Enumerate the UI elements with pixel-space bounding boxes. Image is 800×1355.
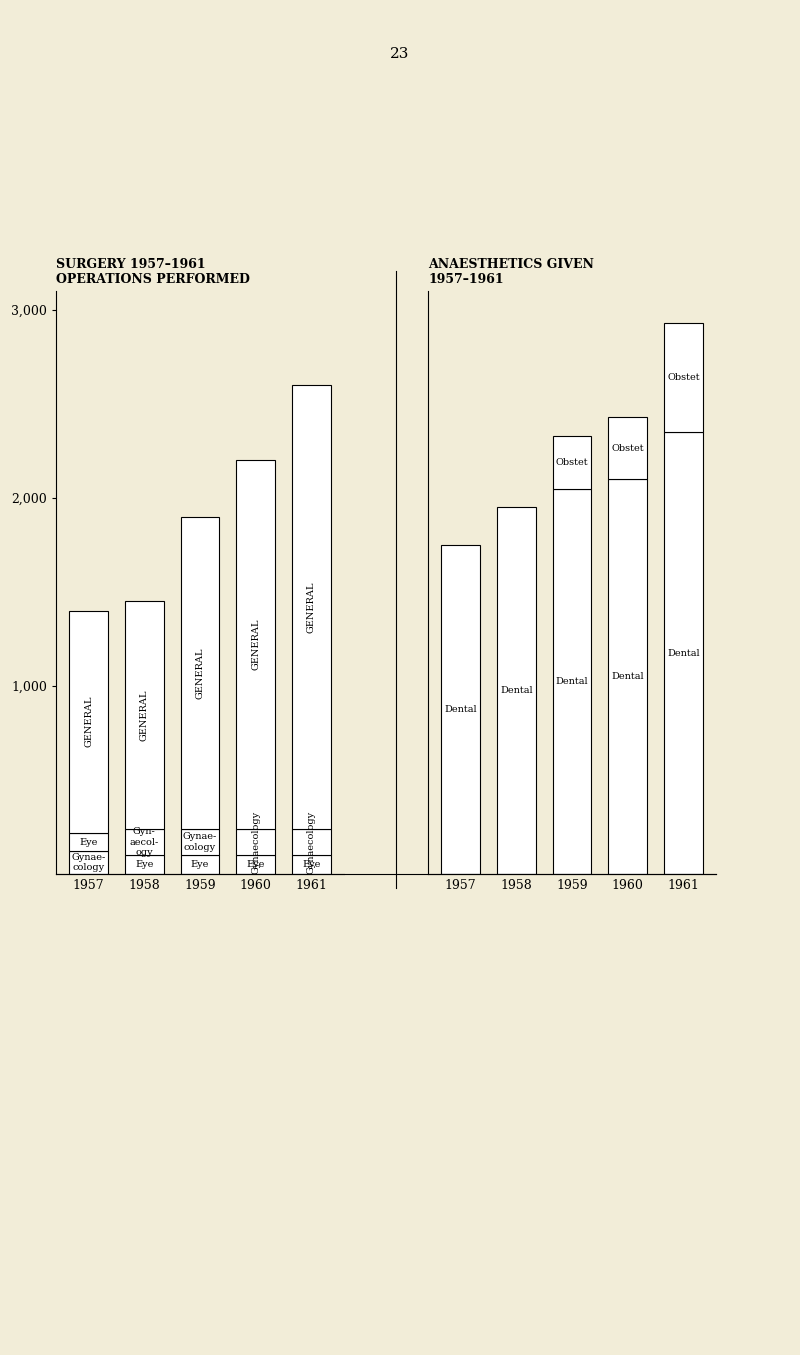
- Text: 23: 23: [390, 47, 410, 61]
- Bar: [664, 324, 703, 432]
- Text: Gynae-
cology: Gynae- cology: [183, 832, 217, 852]
- Bar: [553, 436, 591, 489]
- Text: Gynaecology: Gynaecology: [307, 810, 316, 874]
- Bar: [292, 385, 331, 829]
- Text: Eye: Eye: [135, 860, 154, 869]
- Bar: [125, 829, 164, 855]
- Text: ANAESTHETICS GIVEN
1957–1961: ANAESTHETICS GIVEN 1957–1961: [428, 257, 594, 286]
- Bar: [236, 829, 275, 855]
- Bar: [69, 832, 108, 851]
- Text: Dental: Dental: [556, 678, 588, 686]
- Text: GENERAL: GENERAL: [251, 619, 260, 671]
- Text: Eye: Eye: [191, 860, 209, 869]
- Text: Gynaecology: Gynaecology: [251, 810, 260, 874]
- Text: Obstet: Obstet: [667, 373, 700, 382]
- Text: Eye: Eye: [302, 860, 321, 869]
- Bar: [69, 851, 108, 874]
- Text: Gyn-
aecol-
ogy: Gyn- aecol- ogy: [130, 827, 159, 856]
- Text: Obstet: Obstet: [556, 458, 588, 467]
- Bar: [125, 855, 164, 874]
- Text: SURGERY 1957–1961
OPERATIONS PERFORMED: SURGERY 1957–1961 OPERATIONS PERFORMED: [56, 257, 250, 286]
- Bar: [292, 855, 331, 874]
- Bar: [608, 417, 647, 480]
- Bar: [236, 855, 275, 874]
- Text: Eye: Eye: [246, 860, 265, 869]
- Bar: [497, 508, 536, 874]
- Text: GENERAL: GENERAL: [84, 696, 93, 748]
- Bar: [236, 461, 275, 829]
- Text: Dental: Dental: [444, 705, 477, 714]
- Bar: [608, 480, 647, 874]
- Bar: [181, 829, 219, 855]
- Text: Gynae-
cology: Gynae- cology: [71, 854, 106, 873]
- Text: GENERAL: GENERAL: [307, 581, 316, 633]
- Bar: [69, 611, 108, 832]
- Bar: [181, 855, 219, 874]
- Text: GENERAL: GENERAL: [140, 690, 149, 741]
- Text: Dental: Dental: [500, 686, 533, 695]
- Bar: [181, 516, 219, 829]
- Text: Eye: Eye: [79, 837, 98, 847]
- Bar: [664, 432, 703, 874]
- Bar: [441, 545, 480, 874]
- Text: Dental: Dental: [667, 649, 700, 657]
- Bar: [553, 489, 591, 874]
- Bar: [292, 829, 331, 855]
- Text: Dental: Dental: [611, 672, 644, 682]
- Bar: [125, 602, 164, 829]
- Text: Obstet: Obstet: [611, 444, 644, 453]
- Text: GENERAL: GENERAL: [195, 648, 205, 699]
